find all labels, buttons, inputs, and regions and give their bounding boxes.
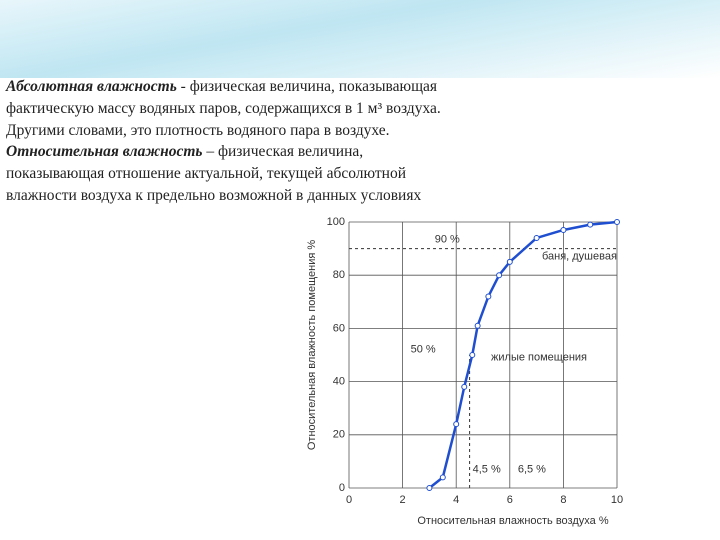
y-tick-label: 80 [333, 269, 345, 281]
y-tick-label: 20 [333, 429, 345, 441]
x-tick-label: 6 [507, 494, 513, 506]
term: Относительная влажность [6, 143, 203, 160]
annotation: баня, душевая [542, 250, 617, 262]
y-tick-label: 0 [339, 482, 345, 494]
x-tick-label: 0 [346, 494, 352, 506]
annotation: жилые помещения [491, 352, 587, 364]
text: фактическую массу водяных паров, содержа… [6, 100, 441, 117]
annotation: 6,5 % [518, 463, 546, 475]
paragraph: Абсолютная влажность - физическая величи… [6, 76, 441, 142]
text: влажности воздуха к предельно возможной … [6, 187, 422, 204]
x-tick-label: 8 [560, 494, 566, 506]
data-point [533, 234, 540, 241]
x-tick-label: 4 [453, 494, 459, 506]
reference-label: 90 % [435, 234, 460, 246]
data-point [453, 421, 460, 428]
text: Другими словами, это плотность водяного … [6, 122, 390, 139]
text: – физическая величина, [202, 143, 364, 160]
data-point [439, 474, 446, 481]
y-axis-label: Относительная влажность помещения % [306, 240, 318, 450]
data-point [496, 272, 503, 279]
data-point [426, 485, 433, 491]
x-axis-label: Относительная влажность воздуха % [417, 515, 608, 527]
paragraph: Относительная влажность – физическая вел… [6, 141, 421, 207]
x-tick-label: 2 [400, 494, 406, 506]
term: Абсолютная влажность [6, 78, 177, 95]
data-point [485, 293, 492, 300]
data-point [469, 352, 476, 358]
y-tick-label: 40 [333, 376, 345, 388]
annotation: 50 % [411, 344, 436, 356]
reference-label: 4,5 % [473, 463, 501, 475]
data-point [506, 258, 513, 265]
header-decoration [0, 0, 720, 78]
data-point [560, 226, 567, 233]
data-point [587, 221, 594, 228]
x-tick-label: 10 [611, 494, 623, 506]
data-point [614, 219, 620, 225]
y-tick-label: 60 [333, 322, 345, 334]
text: - физическая величина, показывающая [176, 78, 438, 95]
text: показывающая отношение актуальной, текущ… [6, 165, 407, 182]
data-point [461, 383, 468, 390]
data-point [474, 322, 481, 329]
y-tick-label: 100 [327, 216, 345, 228]
